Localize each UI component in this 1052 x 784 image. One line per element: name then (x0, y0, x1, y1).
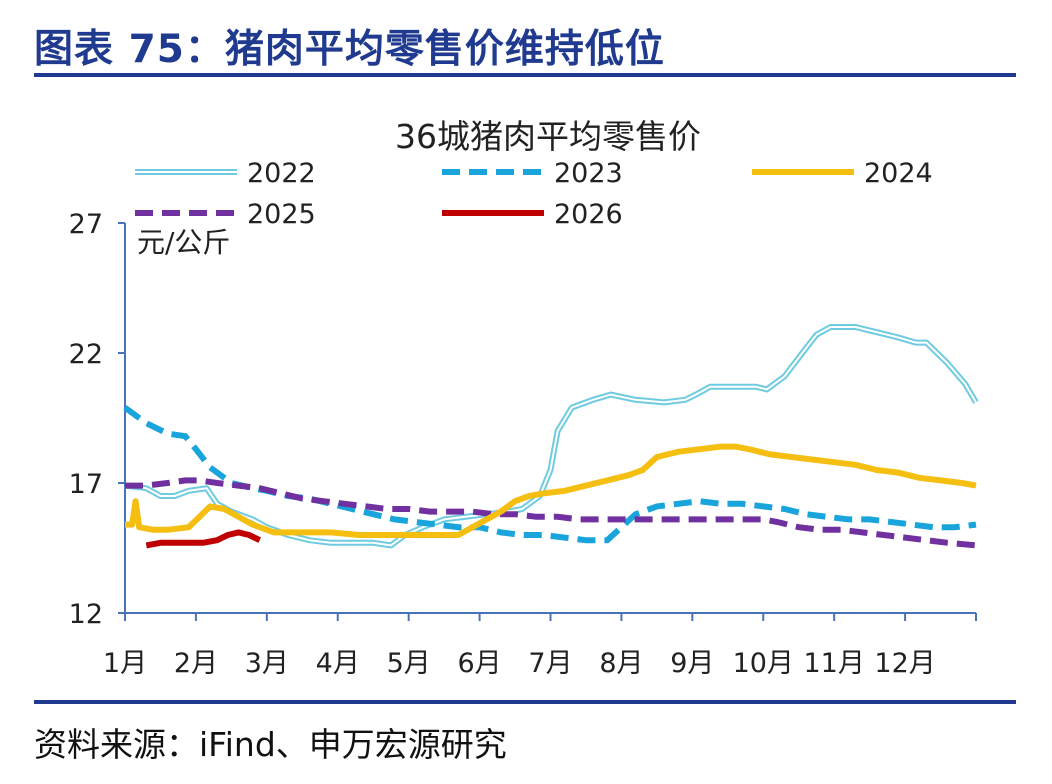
legend-item-2025: 2025 (135, 199, 316, 230)
series-2024-line (125, 443, 977, 538)
y-tick-label: 27 (69, 209, 103, 240)
legend-item-2024: 2024 (752, 158, 933, 189)
y-tick-label: 12 (69, 599, 103, 630)
series-2025-line (125, 477, 977, 549)
series-2022-line (124, 324, 979, 549)
legend-item-2026: 2026 (442, 199, 623, 230)
y-tick-label: 17 (69, 469, 103, 500)
legend: 2022 2023 2024 2025 2026 (135, 158, 933, 230)
x-tick-label: 5月 (387, 648, 431, 679)
axes: 12 17 22 27 1月 2月 3月 4月 5月 6月 7月 8月 9月 10月 11月 12月 (69, 209, 977, 679)
series-2025 (125, 477, 977, 549)
x-tick-label: 10月 (733, 648, 794, 679)
price-line-chart: 36城猪肉平均零售价 2022 2023 2024 2025 2026 12 17 22 27… (69, 117, 979, 679)
x-tick-label: 6月 (457, 648, 501, 679)
legend-item-2022: 2022 (135, 158, 316, 189)
series-layer (123, 324, 979, 549)
series-2022-line-core (124, 326, 977, 547)
x-tick-label: 7月 (528, 648, 572, 679)
chart-title: 36城猪肉平均零售价 (395, 117, 701, 156)
y-tick-label: 22 (69, 339, 103, 370)
series-2026 (145, 529, 262, 549)
series-2024 (125, 443, 977, 538)
source-note: 资料来源：iFind、申万宏源研究 (34, 725, 507, 764)
legend-item-2023: 2023 (442, 158, 623, 189)
y-axis-unit-label: 元/公斤 (137, 226, 230, 259)
series-2026-line (145, 529, 262, 549)
x-tick-label: 8月 (599, 648, 643, 679)
legend-label-2024: 2024 (864, 158, 933, 189)
title-rule (34, 73, 1016, 77)
legend-label-2026: 2026 (554, 199, 623, 230)
legend-label-2022: 2022 (247, 158, 316, 189)
x-tick-label: 9月 (670, 648, 714, 679)
legend-label-2025: 2025 (247, 199, 316, 230)
figure-title: 图表 75：猪肉平均零售价维持低位 (34, 27, 665, 72)
series-2022 (124, 324, 979, 549)
x-tick-label: 11月 (803, 648, 864, 679)
x-tick-label: 3月 (245, 648, 289, 679)
footer-rule (34, 700, 1016, 704)
x-tick-label: 4月 (316, 648, 360, 679)
legend-label-2023: 2023 (554, 158, 623, 189)
x-tick-label: 1月 (103, 648, 147, 679)
x-tick-label: 2月 (174, 648, 218, 679)
x-tick-label: 12月 (874, 648, 935, 679)
